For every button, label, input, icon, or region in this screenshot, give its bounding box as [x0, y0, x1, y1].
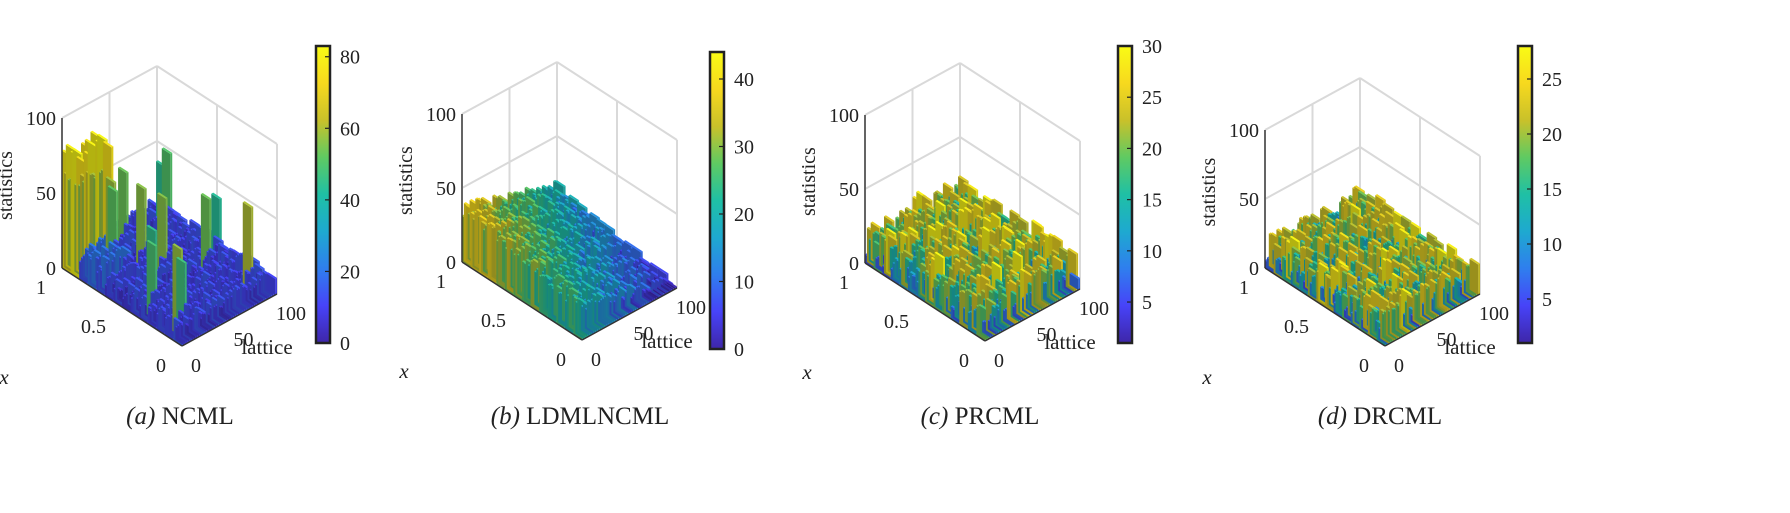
- bar-top: [161, 147, 173, 154]
- grid-line: [156, 140, 278, 220]
- caption-letter: (b): [491, 403, 526, 430]
- z-tick-label: 50: [436, 178, 456, 200]
- bar-top: [146, 224, 158, 232]
- bar-top: [146, 239, 158, 247]
- colorbar-tick-label: 30: [734, 137, 754, 159]
- lattice-tick-label: 0: [191, 355, 201, 377]
- bar-top: [97, 133, 108, 141]
- z-tick-label: 100: [26, 108, 56, 130]
- bar-top: [172, 243, 183, 250]
- panel-prcml: 05010000.51050100statisticslatticex51015…: [798, 36, 1162, 430]
- bar: [275, 277, 277, 296]
- z-tick-label: 0: [446, 252, 456, 274]
- lattice-axis-label: lattice: [641, 329, 692, 353]
- panel-ncml: 05010000.51050100statisticslatticex02040…: [0, 44, 360, 430]
- z-axis-label: statistics: [0, 151, 17, 220]
- bar-top: [155, 277, 166, 284]
- colorbar-tick-label: 0: [734, 339, 744, 361]
- bar-top: [177, 214, 188, 221]
- lattice-tick-label: 100: [276, 303, 306, 325]
- caption-name: LDMLNCML: [526, 403, 669, 430]
- bar-top: [170, 208, 181, 216]
- bar-top: [213, 235, 224, 242]
- panel-caption: (b) LDMLNCML: [491, 403, 669, 430]
- lattice-axis-label: lattice: [241, 335, 292, 359]
- bar-top: [254, 262, 265, 270]
- x-axis-label: x: [398, 359, 409, 383]
- z-tick-label: 50: [36, 183, 56, 205]
- lattice-tick-label: 100: [676, 297, 706, 319]
- bar-top: [211, 192, 222, 200]
- bar-top: [118, 166, 129, 174]
- bar-top: [219, 244, 231, 251]
- z-axis-label: statistics: [395, 146, 417, 215]
- bar-top: [189, 218, 200, 226]
- bar-top: [200, 193, 212, 200]
- colorbar-tick-label: 80: [340, 47, 360, 69]
- colorbar-tick-label: 40: [734, 69, 754, 91]
- x-tick-label: 0.5: [481, 310, 506, 332]
- lattice-tick-label: 0: [591, 349, 601, 371]
- colorbar-tick-label: 10: [734, 272, 754, 294]
- bar-top: [102, 140, 114, 148]
- x-tick-label: 0.5: [81, 316, 106, 338]
- x-tick-label: 1: [436, 271, 446, 293]
- caption-name: NCML: [162, 403, 234, 430]
- z-tick-label: 0: [46, 258, 56, 280]
- bar-top: [107, 185, 119, 192]
- colorbar-tick-label: 60: [340, 118, 360, 140]
- colorbar-tick-label: 40: [340, 190, 360, 212]
- bar-top: [196, 306, 207, 314]
- bar-top: [72, 148, 83, 155]
- x-axis-label: x: [0, 365, 9, 389]
- x-tick-label: 1: [36, 277, 46, 299]
- x-tick-label: 0: [556, 349, 566, 371]
- grid-line: [61, 65, 158, 119]
- bar-top: [157, 192, 168, 199]
- bar-top: [187, 258, 199, 265]
- bar-top: [176, 256, 187, 264]
- z-tick-label: 100: [426, 104, 456, 126]
- caption-letter: (a): [126, 403, 161, 430]
- panel-ldmlncml: 05010000.51050100statisticslatticex01020…: [395, 50, 754, 430]
- bar-top: [120, 245, 132, 253]
- colorbar-tick-label: 20: [340, 261, 360, 283]
- panel-caption: (a) NCML: [126, 403, 234, 430]
- bar-top: [105, 176, 117, 183]
- bar-top: [136, 182, 147, 190]
- colorbar: [708, 50, 726, 351]
- grid-line: [156, 65, 278, 145]
- colorbar-tick-label: 0: [340, 333, 350, 355]
- x-tick-label: 0: [156, 355, 166, 377]
- colorbar-tick-label: 20: [734, 204, 754, 226]
- surface-bars: [62, 130, 277, 346]
- colorbar: [314, 44, 332, 345]
- bar-top: [242, 201, 254, 208]
